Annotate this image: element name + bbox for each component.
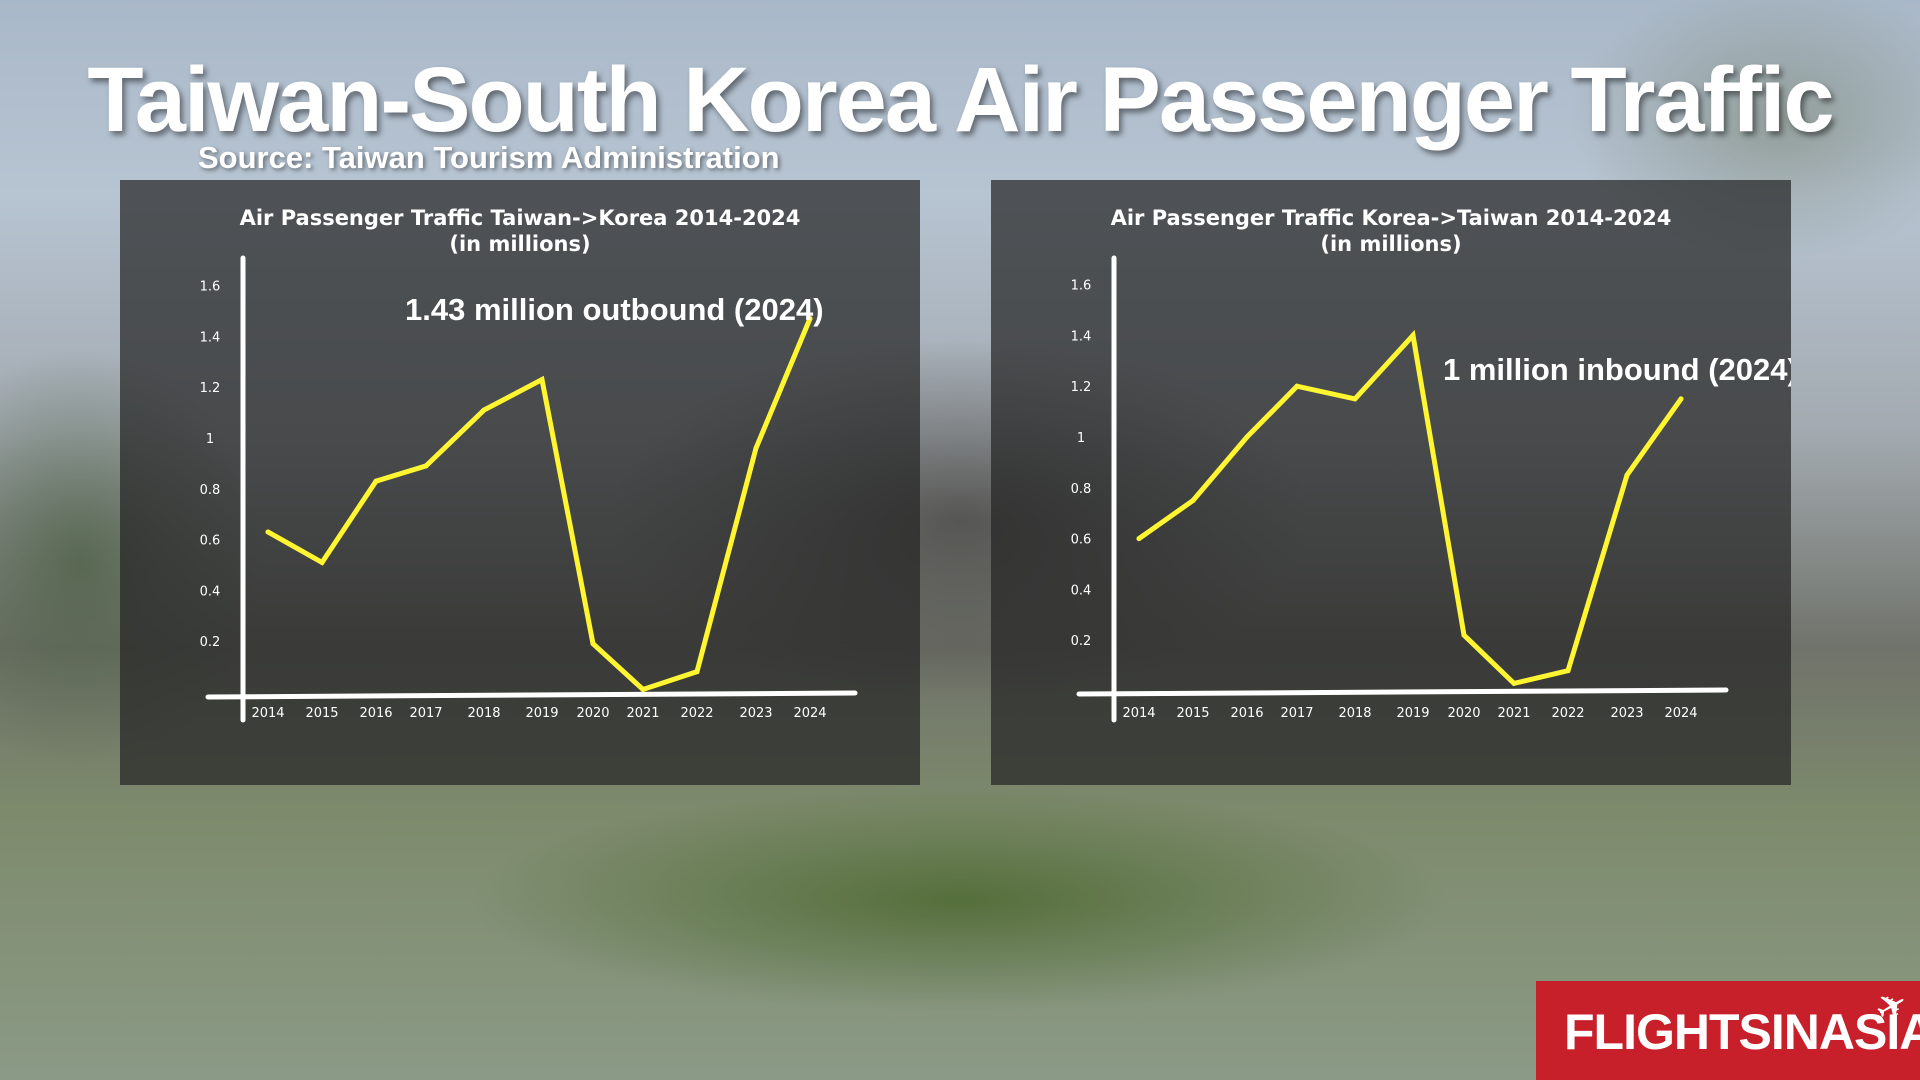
y-tick-label: 0.8 (1071, 482, 1092, 497)
x-tick-label: 2022 (1551, 706, 1584, 721)
chart-title: Air Passenger Traffic Korea->Taiwan 2014… (1111, 206, 1672, 230)
x-tick-label: 2021 (626, 706, 659, 721)
y-tick-label: 1.4 (1071, 329, 1092, 344)
x-tick-label: 2024 (1664, 706, 1697, 721)
series-line (265, 316, 813, 693)
x-tick-label: 2017 (1280, 706, 1313, 721)
x-axis-line (205, 690, 858, 700)
x-tick-label: 2014 (1122, 706, 1155, 721)
logo-text: FLIGHTSINASIA (1564, 1004, 1920, 1060)
x-tick-label: 2022 (680, 706, 713, 721)
series-line (1136, 329, 1684, 687)
x-tick-label: 2018 (467, 706, 500, 721)
x-tick-label: 2018 (1338, 706, 1371, 721)
y-tick-label: 0.2 (200, 635, 221, 650)
chart-annotation: 1.43 million outbound (2024) (405, 292, 824, 327)
data-point (265, 529, 271, 535)
chart-panel-outbound: Air Passenger Traffic Taiwan->Korea 2014… (120, 180, 920, 785)
data-point (590, 641, 596, 647)
y-tick-label: 1 (206, 432, 214, 447)
data-point (1190, 498, 1196, 503)
data-point (1294, 383, 1300, 389)
x-tick-label: 2021 (1497, 706, 1530, 721)
y-tick-label: 1.6 (1071, 279, 1092, 294)
data-point (1565, 668, 1571, 674)
page-title: Taiwan-South Korea Air Passenger Traffic (87, 49, 1834, 151)
data-point (1244, 434, 1250, 440)
x-tick-label: 2019 (525, 706, 558, 721)
source-caption: Source: Taiwan Tourism Administration (198, 140, 780, 175)
data-point (753, 445, 759, 451)
chart-panel-inbound: Air Passenger Traffic Korea->Taiwan 2014… (991, 180, 1791, 785)
x-tick-label: 2016 (359, 706, 392, 721)
data-point (423, 463, 429, 469)
data-point (1352, 396, 1358, 402)
x-tick-label: 2024 (793, 706, 826, 721)
y-tick-label: 0.8 (200, 483, 221, 498)
outbound-chart: Air Passenger Traffic Taiwan->Korea 2014… (200, 206, 858, 723)
data-point (1410, 332, 1416, 338)
x-tick-label: 2020 (1447, 706, 1480, 721)
x-tick-label: 2020 (576, 706, 609, 721)
data-point (373, 478, 379, 484)
chart-annotation: 1 million inbound (2024) (1443, 352, 1791, 387)
y-tick-label: 0.6 (1071, 533, 1092, 548)
y-tick-label: 0.4 (1071, 583, 1092, 598)
x-tick-label: 2014 (251, 706, 284, 721)
x-tick-label: 2019 (1396, 706, 1429, 721)
data-point (694, 669, 700, 675)
data-point (807, 316, 813, 322)
y-tick-label: 1.2 (200, 381, 221, 396)
data-point (1624, 472, 1630, 478)
y-tick-label: 0.4 (200, 584, 221, 599)
chart-subtitle: (in millions) (449, 232, 590, 256)
data-point (1461, 632, 1467, 638)
x-tick-label: 2015 (1176, 706, 1209, 721)
inbound-chart: Air Passenger Traffic Korea->Taiwan 2014… (1071, 206, 1791, 723)
y-tick-label: 1 (1077, 431, 1085, 446)
data-point (539, 377, 545, 383)
y-tick-label: 1.4 (200, 330, 221, 345)
x-tick-label: 2017 (409, 706, 442, 721)
y-tick-label: 1.2 (1071, 380, 1092, 395)
data-point (640, 686, 646, 692)
x-tick-label: 2016 (1230, 706, 1263, 721)
x-axis-line (1076, 687, 1729, 697)
x-tick-label: 2023 (739, 706, 772, 721)
x-tick-label: 2015 (305, 706, 338, 721)
data-point (1511, 680, 1517, 686)
data-point (1136, 536, 1142, 542)
chart-title: Air Passenger Traffic Taiwan->Korea 2014… (240, 206, 801, 230)
x-tick-label: 2023 (1610, 706, 1643, 721)
y-tick-label: 0.6 (200, 534, 221, 549)
data-point (1678, 396, 1684, 402)
data-point (319, 559, 325, 565)
chart-subtitle: (in millions) (1320, 232, 1461, 256)
data-point (481, 407, 487, 413)
y-tick-label: 1.6 (200, 280, 221, 295)
y-tick-label: 0.2 (1071, 634, 1092, 649)
brand-logo: FLIGHTSINASIA ✈ (1536, 980, 1920, 1080)
